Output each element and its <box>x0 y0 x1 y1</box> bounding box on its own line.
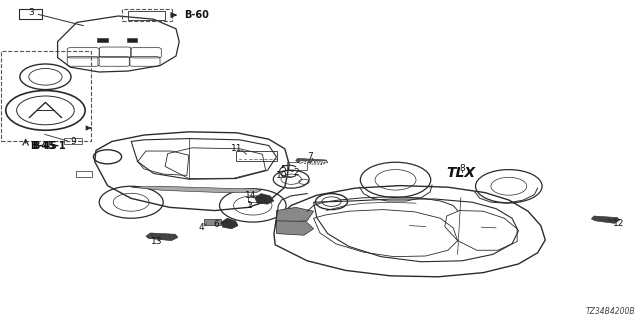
Text: 10: 10 <box>276 171 287 180</box>
Polygon shape <box>221 218 238 229</box>
Polygon shape <box>131 186 261 193</box>
Text: 3: 3 <box>28 8 33 17</box>
Bar <box>287 162 307 170</box>
Text: 4: 4 <box>199 223 204 232</box>
Text: B-45-1: B-45-1 <box>30 141 66 151</box>
Bar <box>248 197 264 202</box>
Text: SH-AWD: SH-AWD <box>299 161 328 166</box>
Text: 13: 13 <box>151 237 163 246</box>
Text: 14: 14 <box>245 191 257 200</box>
Text: B-60: B-60 <box>184 10 209 20</box>
Bar <box>64 138 82 144</box>
Text: 7: 7 <box>308 152 313 161</box>
Text: 5: 5 <box>280 165 285 174</box>
Polygon shape <box>255 194 274 204</box>
Text: 12: 12 <box>612 220 624 228</box>
Text: TLX: TLX <box>446 166 476 180</box>
Bar <box>97 38 108 42</box>
Text: B-45: B-45 <box>32 140 57 151</box>
Polygon shape <box>591 216 620 223</box>
Bar <box>127 38 137 42</box>
Text: 2: 2 <box>293 168 298 177</box>
Polygon shape <box>276 221 314 235</box>
Bar <box>19 9 42 19</box>
Polygon shape <box>296 158 328 165</box>
Text: 1: 1 <box>247 201 252 210</box>
Bar <box>128 11 165 20</box>
Polygon shape <box>146 233 178 241</box>
Text: 9: 9 <box>71 137 76 146</box>
Text: 6: 6 <box>214 220 219 229</box>
Bar <box>76 171 92 177</box>
Text: 11: 11 <box>231 144 243 153</box>
Text: 8: 8 <box>460 164 465 173</box>
Bar <box>204 219 221 225</box>
Polygon shape <box>276 207 314 222</box>
Text: TZ34B4200B: TZ34B4200B <box>585 308 635 316</box>
